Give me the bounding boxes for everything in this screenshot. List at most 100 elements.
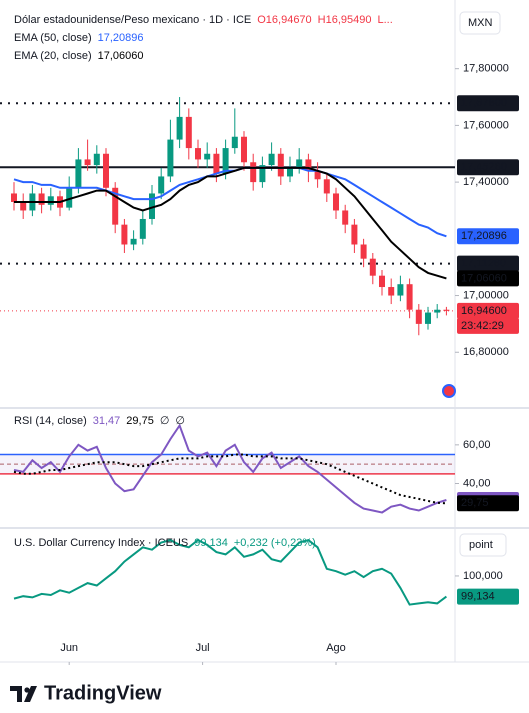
y-tick-label: 17,40000 [463, 176, 509, 188]
candle-body [231, 136, 238, 149]
candle-body [121, 224, 128, 245]
logo-mark [24, 686, 37, 702]
candle-body [158, 176, 165, 194]
candle-body [130, 238, 137, 245]
series-tag-text: 17,06060 [461, 272, 507, 284]
countdown-tag-box [457, 317, 519, 334]
candle-body [259, 165, 266, 183]
candle-body [66, 187, 73, 208]
flag-icon [442, 384, 456, 398]
header-line: U.S. Dollar Currency Index · ICEUS 99,134… [14, 537, 316, 549]
candle-body [397, 284, 404, 296]
x-tick-label: Jul [196, 642, 210, 654]
legend-value: 99,134 [194, 537, 228, 549]
logo-mark [24, 687, 30, 693]
candle-body [167, 139, 174, 177]
last-price-tag: 16,94600 [457, 302, 519, 319]
candle-body [388, 287, 395, 296]
candle-body [369, 258, 376, 276]
legend-extra: ∅ [175, 415, 185, 427]
candle-body [415, 309, 422, 324]
level-tag-text: 17,11260 [461, 258, 506, 270]
unit-label: point [469, 539, 493, 551]
candle-body [333, 193, 339, 211]
currency-button: MXN [459, 11, 501, 35]
candle-body [185, 116, 192, 149]
y-tick-label: 40,00 [463, 477, 491, 489]
y-tick-label: 17,80000 [463, 63, 509, 75]
series-tag: 99,134 [457, 588, 519, 605]
legend-name: EMA (50, close) [14, 32, 92, 44]
y-tick-label: 17,00000 [463, 289, 509, 301]
candle-body [406, 284, 413, 310]
legend-value: 17,20896 [98, 32, 144, 44]
series-line [13, 166, 447, 238]
pane-title: RSI (14, close) [14, 415, 87, 427]
candle-body [84, 159, 91, 166]
band-fill [0, 454, 455, 474]
series-line [13, 538, 447, 606]
y-tick-label: 60,00 [463, 439, 491, 451]
series-line [13, 423, 447, 514]
candle-body [241, 136, 247, 163]
legend-extra: ∅ [160, 415, 170, 427]
series-tag: 29,75 [457, 495, 519, 512]
candle-body [277, 153, 284, 177]
y-tick-label: 100,000 [463, 570, 503, 582]
y-tick-label: 16,80000 [463, 346, 509, 358]
series-tag-box [457, 270, 519, 287]
candle-body [195, 148, 201, 160]
logo-mark [10, 686, 22, 702]
candle-body [75, 159, 82, 188]
header-line: EMA (20, close) 17,06060 [14, 50, 144, 62]
level-tag-text: 17,67800 [461, 97, 507, 109]
legend-name: EMA (20, close) [14, 50, 92, 62]
candle-body [103, 153, 109, 188]
pane-title: U.S. Dollar Currency Index · ICEUS [14, 537, 188, 549]
candle-body [342, 210, 349, 225]
series-tag: 17,06060 [457, 270, 519, 287]
candle-body [268, 153, 275, 166]
countdown-tag-text: 23:42:29 [461, 320, 504, 332]
candle-body [176, 116, 183, 140]
level-tag: 17,45260 [457, 159, 519, 176]
legend-value: 31,47 [93, 415, 121, 427]
x-tick-label: Ago [326, 642, 346, 654]
candle-body [11, 193, 17, 202]
candle-body [351, 224, 358, 245]
legend-value: 29,75 [126, 415, 154, 427]
series-tag-box [457, 495, 519, 512]
legend-value: 17,06060 [98, 50, 144, 62]
candle-body [250, 162, 257, 183]
candle-body [360, 244, 367, 259]
candle-body [314, 170, 321, 180]
candle-body [139, 218, 146, 239]
series-tag: 17,20896 [457, 228, 519, 245]
series-tag-box [457, 588, 519, 605]
level-tag-text: 17,45260 [461, 161, 507, 173]
candle-body [38, 193, 45, 205]
candle-body [20, 201, 27, 211]
ohlc-label: L... [378, 14, 393, 26]
ohlc-label: O16,94670 [257, 14, 311, 26]
candle-body [222, 148, 229, 174]
candle-body [112, 187, 119, 225]
series-tag-text: 99,134 [461, 591, 495, 603]
candle-body [434, 309, 441, 313]
level-tag: 17,67800 [457, 95, 519, 112]
candle-body [379, 275, 385, 288]
series-tag-box [457, 228, 519, 245]
candle-body [47, 196, 54, 205]
candle-body [149, 193, 155, 219]
candle-body [323, 179, 330, 194]
level-tag-box [457, 159, 519, 176]
candle-body [305, 159, 312, 171]
y-tick-label: 17,60000 [463, 119, 509, 131]
brand-name: TradingView [44, 682, 162, 704]
candle-body [296, 159, 303, 168]
candle-body [204, 153, 211, 160]
header-line: Dólar estadounidense/Peso mexicano · 1D … [14, 14, 393, 26]
candle-body [425, 312, 431, 324]
